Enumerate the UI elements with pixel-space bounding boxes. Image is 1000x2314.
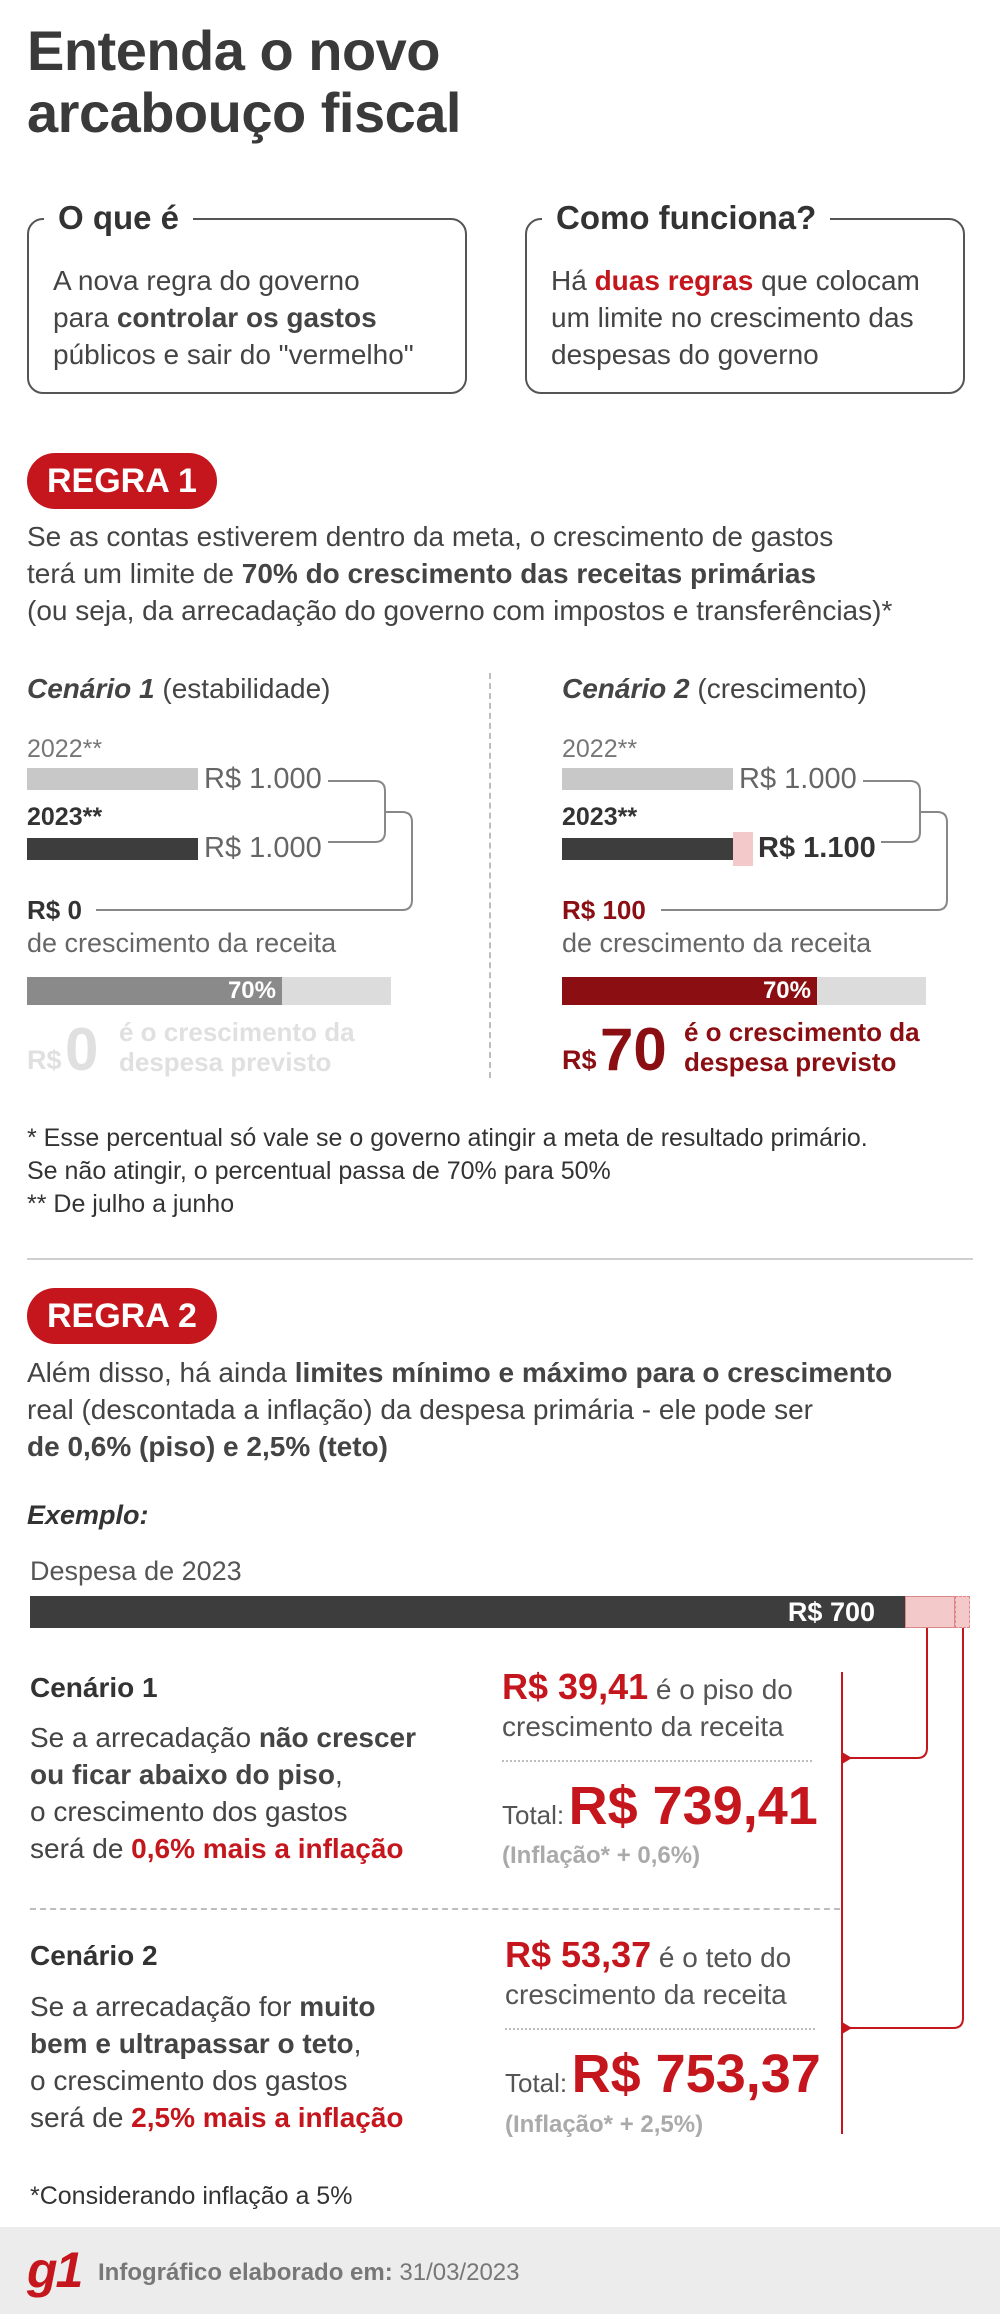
r2-scenario-2-inflation: (Inflação* + 2,5%) bbox=[505, 2111, 704, 2138]
rule-2-badge: REGRA 2 bbox=[27, 1288, 217, 1344]
scenario-1-title: Cenário 1 (estabilidade) bbox=[27, 673, 331, 704]
expense-bar bbox=[30, 1596, 905, 1628]
bar-2022 bbox=[27, 768, 198, 790]
value-2023: R$ 1.000 bbox=[204, 832, 322, 864]
bar-2023 bbox=[562, 838, 733, 860]
rule-1-badge: REGRA 1 bbox=[27, 453, 217, 509]
example-title: Exemplo: bbox=[27, 1500, 149, 1530]
r2-scenario-2-dotted bbox=[505, 2028, 815, 2030]
pct-bar-label: 70% bbox=[227, 977, 276, 1004]
pct-bar-fill bbox=[27, 977, 282, 1005]
footer-credit: Infográfico elaborado em: 31/03/2023 bbox=[98, 2259, 520, 2286]
section-divider bbox=[27, 1258, 973, 1260]
rule-1-text: Se as contas estiverem dentro da meta, o… bbox=[27, 521, 893, 626]
r2-scenario-1-floor: R$ 39,41 é o piso do crescimento da rece… bbox=[502, 1666, 793, 1742]
scenario-1-connector bbox=[96, 780, 413, 911]
value-2023: R$ 1.100 bbox=[758, 832, 876, 864]
expense-label: Despesa de 2023 bbox=[30, 1556, 242, 1586]
what-is-box bbox=[27, 218, 467, 394]
footer: g1 Infográfico elaborado em: 31/03/2023 bbox=[0, 2227, 1000, 2314]
value-2022: R$ 1.000 bbox=[739, 763, 857, 795]
r2-scenario-2-title: Cenário 2 bbox=[30, 1940, 158, 1971]
r2-scenario-1-title: Cenário 1 bbox=[30, 1672, 158, 1703]
rule-2-connectors bbox=[841, 1628, 964, 2048]
g1-logo: g1 bbox=[27, 2242, 83, 2298]
pct-bar-fill bbox=[562, 977, 817, 1005]
rule-1-notes: * Esse percentual só vale se o governo a… bbox=[27, 1124, 868, 1218]
expense-floor-segment bbox=[905, 1596, 955, 1628]
how-it-works-title: Como funciona? bbox=[542, 198, 831, 238]
year-2022-label: 2022** bbox=[562, 735, 638, 763]
scenario-2-connector bbox=[661, 780, 948, 911]
expense-bar-label: R$ 700 bbox=[787, 1597, 875, 1627]
inflation-note: *Considerando inflação a 5% bbox=[30, 2182, 353, 2210]
scenario-divider bbox=[489, 673, 491, 1078]
revenue-growth-value: R$ 0 bbox=[27, 895, 82, 925]
scenario-2-title: Cenário 2 (crescimento) bbox=[562, 673, 867, 704]
r2-scenario-1-inflation: (Inflação* + 0,6%) bbox=[502, 1842, 701, 1869]
year-2023-label: 2023** bbox=[562, 803, 638, 831]
r2-scenario-2-total: Total: R$ 753,37 bbox=[505, 2044, 821, 2104]
c1-red-line bbox=[841, 1672, 843, 1922]
revenue-growth-label: de crescimento da receita bbox=[27, 928, 337, 958]
r2-scenario-2-text: Se a arrecadação for muito bem e ultrapa… bbox=[30, 1991, 404, 2133]
r2-scenario-1-total: Total: R$ 739,41 bbox=[502, 1776, 818, 1836]
year-2022-label: 2022** bbox=[27, 735, 103, 763]
bar-2022 bbox=[562, 768, 733, 790]
revenue-growth-value: R$ 100 bbox=[562, 895, 646, 925]
what-is-title: O que é bbox=[44, 198, 194, 238]
how-it-works-text: Há duas regras que colocam um limite no … bbox=[551, 265, 920, 370]
page-title: Entenda o novo arcabouço fiscal bbox=[27, 19, 461, 144]
r2-scenario-divider bbox=[30, 1908, 840, 1910]
r2-scenario-2-ceiling: R$ 53,37 é o teto do crescimento da rece… bbox=[505, 1934, 792, 2010]
c2-red-line bbox=[841, 1938, 843, 2134]
expense-ceiling-segment bbox=[955, 1596, 970, 1628]
bar-2023-growth bbox=[733, 832, 753, 866]
pct-bar-label: 70% bbox=[762, 977, 811, 1004]
what-is-text: A nova regra do governo para controlar o… bbox=[53, 265, 414, 370]
revenue-growth-label: de crescimento da receita bbox=[562, 928, 872, 958]
r2-scenario-1-dotted bbox=[502, 1760, 812, 1762]
bar-2023 bbox=[27, 838, 198, 860]
rule-2-text: Além disso, há ainda limites mínimo e má… bbox=[27, 1357, 893, 1462]
r2-scenario-1-text: Se a arrecadação não crescer ou ficar ab… bbox=[30, 1722, 417, 1864]
value-2022: R$ 1.000 bbox=[204, 763, 322, 795]
year-2023-label: 2023** bbox=[27, 803, 103, 831]
